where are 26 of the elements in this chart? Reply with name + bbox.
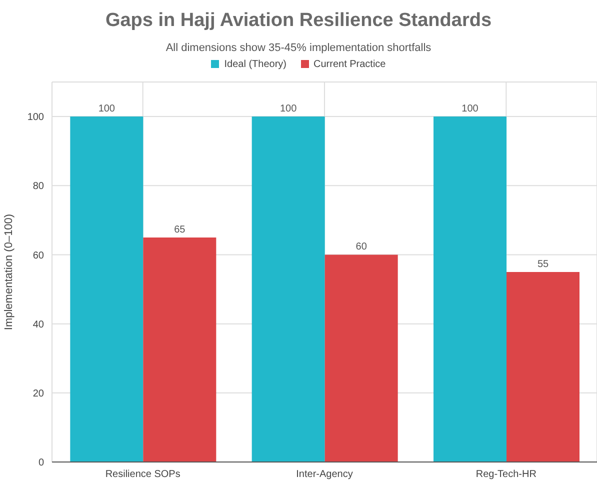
y-tick-label: 60 (32, 250, 44, 262)
data-label: 100 (280, 104, 298, 115)
y-tick-label: 20 (32, 388, 44, 400)
y-tick-label: 40 (32, 319, 44, 330)
y-tick-label: 100 (27, 112, 44, 124)
data-label: 60 (356, 242, 368, 253)
legend-label: Current Practice (312, 58, 386, 70)
data-label: 65 (174, 224, 186, 236)
bar (324, 254, 398, 462)
x-tick-label: Inter-Agency (296, 469, 353, 480)
chart-subtitle: All dimensions show 35-45% implementation shortfalls (164, 42, 432, 56)
legend-label: Ideal (Theory) (223, 58, 286, 70)
x-tick-label: Resilience SOPs (105, 469, 180, 480)
bar (143, 237, 216, 462)
bar (506, 272, 580, 462)
data-label: 100 (98, 104, 116, 115)
bar (434, 116, 506, 462)
data-label: 55 (537, 259, 549, 270)
y-tick-label: 80 (32, 181, 44, 192)
y-axis-title: Implementation (0–100) (2, 214, 15, 330)
chart-title: Gaps in Hajj Aviation Resilience Standards (104, 10, 493, 33)
bar (252, 116, 325, 462)
data-label: 100 (462, 104, 479, 115)
bar (70, 116, 144, 462)
y-tick-label: 0 (38, 458, 44, 469)
x-tick-label: Reg-Tech-HR (476, 469, 536, 480)
